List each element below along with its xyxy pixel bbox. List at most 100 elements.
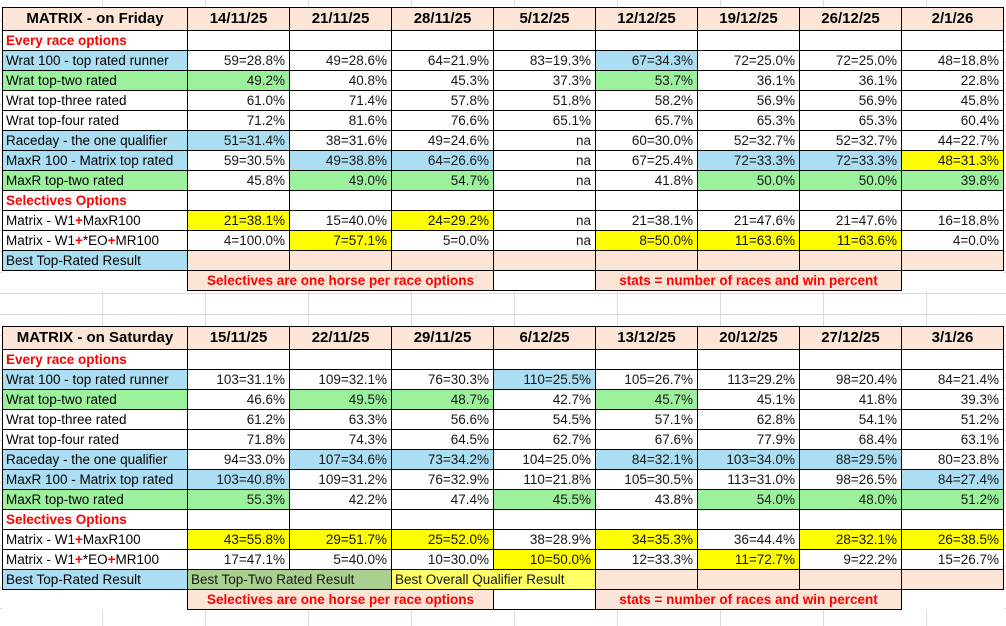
- value-cell[interactable]: 51=31.4%: [187, 130, 290, 151]
- value-cell[interactable]: 64.5%: [391, 429, 494, 450]
- value-cell[interactable]: 109=32.1%: [289, 369, 392, 390]
- value-cell[interactable]: 49.2%: [187, 70, 290, 91]
- empty-cell[interactable]: [595, 250, 698, 271]
- value-cell[interactable]: 98=20.4%: [799, 369, 902, 390]
- empty-cell[interactable]: [595, 509, 698, 530]
- empty-cell[interactable]: [697, 30, 800, 51]
- value-cell[interactable]: 48=18.8%: [901, 50, 1004, 71]
- value-cell[interactable]: 103=31.1%: [187, 369, 290, 390]
- value-cell[interactable]: 59=28.8%: [187, 50, 290, 71]
- row-label[interactable]: Wrat 100 - top rated runner: [2, 369, 188, 390]
- note-cell[interactable]: stats = number of races and win percent: [595, 589, 902, 610]
- empty-cell[interactable]: [697, 190, 800, 211]
- date-header[interactable]: 13/12/25: [595, 326, 698, 350]
- date-header[interactable]: 29/11/25: [391, 326, 494, 350]
- date-header[interactable]: 28/11/25: [391, 7, 494, 31]
- value-cell[interactable]: 65.3%: [799, 110, 902, 131]
- value-cell[interactable]: 11=72.7%: [697, 549, 800, 570]
- empty-cell[interactable]: [901, 509, 1004, 530]
- value-cell[interactable]: 37.3%: [493, 70, 596, 91]
- value-cell[interactable]: 57.1%: [595, 409, 698, 430]
- value-cell[interactable]: 67=25.4%: [595, 150, 698, 171]
- empty-cell[interactable]: [799, 569, 902, 590]
- value-cell[interactable]: 21=38.1%: [187, 210, 290, 231]
- value-cell[interactable]: 63.1%: [901, 429, 1004, 450]
- value-cell[interactable]: 15=40.0%: [289, 210, 392, 231]
- value-cell[interactable]: 10=30.0%: [391, 549, 494, 570]
- value-cell[interactable]: 81.6%: [289, 110, 392, 131]
- empty-cell[interactable]: [697, 569, 800, 590]
- value-cell[interactable]: Best Top-Two Rated Result: [187, 569, 392, 590]
- value-cell[interactable]: 38=31.6%: [289, 130, 392, 151]
- value-cell[interactable]: 62.8%: [697, 409, 800, 430]
- date-header[interactable]: 27/12/25: [799, 326, 902, 350]
- value-cell[interactable]: 36.1%: [697, 70, 800, 91]
- value-cell[interactable]: 15=26.7%: [901, 549, 1004, 570]
- value-cell[interactable]: 84=32.1%: [595, 449, 698, 470]
- value-cell[interactable]: 4=100.0%: [187, 230, 290, 251]
- value-cell[interactable]: 11=63.6%: [697, 230, 800, 251]
- value-cell[interactable]: 5=0.0%: [391, 230, 494, 251]
- date-header[interactable]: 5/12/25: [493, 7, 596, 31]
- value-cell[interactable]: na: [493, 170, 596, 191]
- value-cell[interactable]: 58.2%: [595, 90, 698, 111]
- table-title[interactable]: MATRIX - on Saturday: [2, 326, 188, 350]
- row-label[interactable]: Matrix - W1+*EO+MR100: [2, 230, 188, 251]
- value-cell[interactable]: 62.7%: [493, 429, 596, 450]
- empty-cell[interactable]: [901, 250, 1004, 271]
- value-cell[interactable]: 49.5%: [289, 389, 392, 410]
- row-label[interactable]: Best Top-Rated Result: [2, 569, 188, 590]
- value-cell[interactable]: 59=30.5%: [187, 150, 290, 171]
- value-cell[interactable]: 21=47.6%: [799, 210, 902, 231]
- value-cell[interactable]: 12=33.3%: [595, 549, 698, 570]
- value-cell[interactable]: 25=52.0%: [391, 529, 494, 550]
- value-cell[interactable]: 56.9%: [799, 90, 902, 111]
- empty-cell[interactable]: [391, 509, 494, 530]
- value-cell[interactable]: 11=63.6%: [799, 230, 902, 251]
- empty-cell[interactable]: [391, 30, 494, 51]
- value-cell[interactable]: 65.1%: [493, 110, 596, 131]
- value-cell[interactable]: 64=26.6%: [391, 150, 494, 171]
- value-cell[interactable]: 103=40.8%: [187, 469, 290, 490]
- value-cell[interactable]: 21=38.1%: [595, 210, 698, 231]
- empty-cell[interactable]: [391, 190, 494, 211]
- value-cell[interactable]: 42.7%: [493, 389, 596, 410]
- value-cell[interactable]: na: [493, 130, 596, 151]
- value-cell[interactable]: 39.3%: [901, 389, 1004, 410]
- value-cell[interactable]: 73=34.2%: [391, 449, 494, 470]
- value-cell[interactable]: 45.7%: [595, 389, 698, 410]
- empty-cell[interactable]: [493, 190, 596, 211]
- value-cell[interactable]: 24=29.2%: [391, 210, 494, 231]
- value-cell[interactable]: 72=25.0%: [697, 50, 800, 71]
- value-cell[interactable]: 28=32.1%: [799, 529, 902, 550]
- value-cell[interactable]: 51.2%: [901, 489, 1004, 510]
- note-cell[interactable]: Selectives are one horse per race option…: [187, 270, 494, 291]
- value-cell[interactable]: 88=29.5%: [799, 449, 902, 470]
- empty-cell[interactable]: [799, 250, 902, 271]
- empty-cell[interactable]: [595, 569, 698, 590]
- value-cell[interactable]: 46.6%: [187, 389, 290, 410]
- value-cell[interactable]: 60.4%: [901, 110, 1004, 131]
- value-cell[interactable]: 9=22.2%: [799, 549, 902, 570]
- date-header[interactable]: 3/1/26: [901, 326, 1004, 350]
- empty-cell[interactable]: [901, 569, 1004, 590]
- row-label[interactable]: Raceday - the one qualifier: [2, 130, 188, 151]
- empty-cell[interactable]: [595, 30, 698, 51]
- value-cell[interactable]: 36.1%: [799, 70, 902, 91]
- value-cell[interactable]: 104=25.0%: [493, 449, 596, 470]
- empty-cell[interactable]: [493, 349, 596, 370]
- value-cell[interactable]: 63.3%: [289, 409, 392, 430]
- row-label[interactable]: MaxR 100 - Matrix top rated: [2, 150, 188, 171]
- value-cell[interactable]: 40.8%: [289, 70, 392, 91]
- empty-cell[interactable]: [289, 190, 392, 211]
- empty-cell[interactable]: [799, 349, 902, 370]
- empty-cell[interactable]: [187, 30, 290, 51]
- value-cell[interactable]: 5=40.0%: [289, 549, 392, 570]
- value-cell[interactable]: 50.0%: [799, 170, 902, 191]
- value-cell[interactable]: 44=22.7%: [901, 130, 1004, 151]
- row-label[interactable]: MaxR 100 - Matrix top rated: [2, 469, 188, 490]
- empty-cell[interactable]: [901, 349, 1004, 370]
- value-cell[interactable]: 83=19.3%: [493, 50, 596, 71]
- empty-cell[interactable]: [595, 190, 698, 211]
- value-cell[interactable]: 49=24.6%: [391, 130, 494, 151]
